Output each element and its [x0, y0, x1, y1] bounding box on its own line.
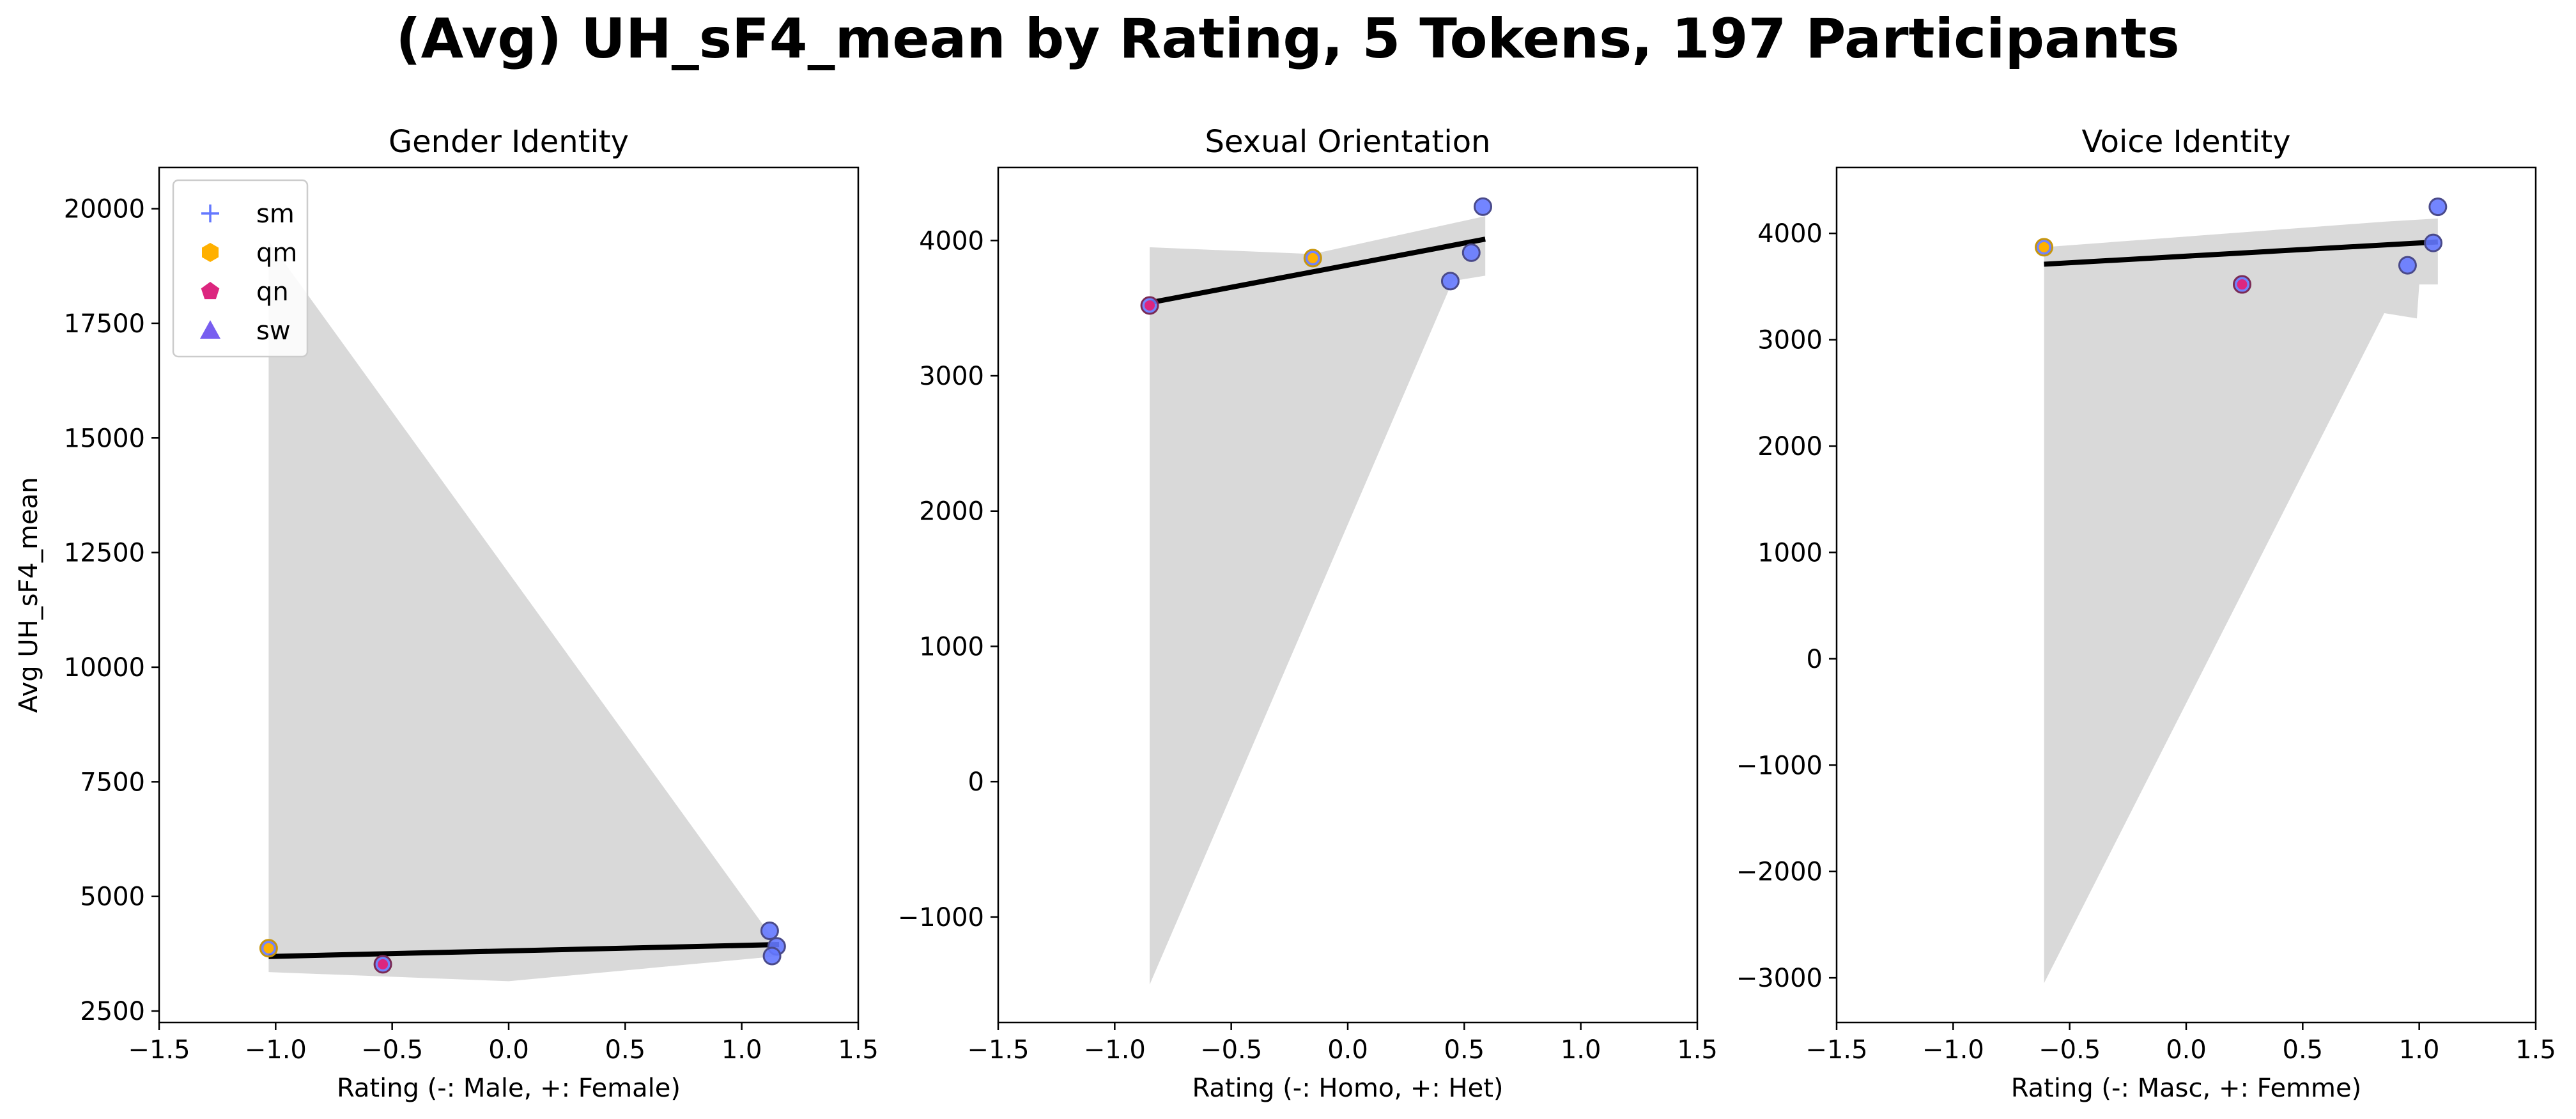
panels: −1.5 −1.0 −0.5 0.0 0.5 1.0 1.5 2500 5000 7500 1000…	[14, 124, 2556, 1103]
x-tick-label: −1.5	[1805, 1035, 1867, 1065]
x-tick-label: 0.5	[2283, 1035, 2324, 1065]
x-tick-label: 1.5	[838, 1035, 879, 1065]
y-tick-label: 7500	[80, 768, 145, 797]
data-point-qm-inner	[2039, 242, 2049, 252]
x-tick-label: −0.5	[361, 1035, 423, 1065]
y-tick-label: 5000	[80, 883, 145, 912]
x-tick-label: 0.5	[605, 1035, 646, 1065]
y-tick-label: 3000	[1757, 326, 1823, 355]
x-tick-label: −1.0	[1922, 1035, 1984, 1065]
x-tick-label: 1.0	[1561, 1035, 1601, 1065]
x-tick-label: −0.5	[2039, 1035, 2101, 1065]
y-tick-label: 0	[968, 768, 984, 797]
data-point-sm	[2428, 197, 2448, 217]
figure-title: (Avg) UH_sF4_mean by Rating, 5 Tokens, 1…	[396, 7, 2179, 71]
data-point-sw	[1462, 243, 1481, 262]
legend-marker-sw	[200, 320, 220, 339]
data-point-qm-inner	[263, 943, 274, 953]
y-tick-label: −3000	[1736, 964, 1823, 993]
legend-label: sw	[256, 316, 291, 346]
regression-line	[2044, 239, 2439, 267]
y-tick-label: 12500	[64, 539, 145, 568]
y-tick-label: 15000	[64, 424, 145, 453]
y-tick-label: 4000	[919, 226, 984, 256]
panel-2: −1.5 −1.0 −0.5 0.0 0.5 1.0 1.5 −1000 0 1000 2000 30…	[898, 124, 1718, 1103]
confidence-band	[268, 240, 779, 982]
confidence-band	[1150, 216, 1486, 985]
x-tick-label: −1.0	[1084, 1035, 1146, 1065]
y-axis-label: Avg UH_sF4_mean	[14, 477, 43, 713]
x-tick-label: −0.5	[1200, 1035, 1262, 1065]
y-tick-label: −1000	[1736, 751, 1823, 780]
panel-3: −1.5 −1.0 −0.5 0.0 0.5 1.0 1.5 −3000 −2000 −1000 0…	[1736, 124, 2556, 1103]
data-point-qn-inner	[1145, 300, 1155, 311]
legend-marker-sm	[201, 205, 219, 222]
x-tick-label: 0.0	[1327, 1035, 1368, 1065]
legend-marker-qm	[202, 243, 219, 262]
panel-title: Voice Identity	[2082, 124, 2291, 160]
panel-title: Gender Identity	[389, 124, 629, 160]
x-tick-label: 1.5	[1677, 1035, 1718, 1065]
legend-frame	[172, 179, 309, 358]
data-point-sm	[760, 922, 779, 941]
legend-marker-qn	[201, 282, 220, 300]
y-tick-label: 0	[1807, 645, 1823, 674]
data-point-sw	[762, 946, 782, 966]
x-tick-label: 0.5	[1444, 1035, 1485, 1065]
x-axis-label: Rating (-: Male, +: Female)	[337, 1074, 681, 1103]
x-tick-label: 1.0	[721, 1035, 762, 1065]
data-point-qm-inner	[1307, 252, 1318, 263]
x-axis-label: Rating (-: Masc, +: Femme)	[2011, 1074, 2361, 1103]
panel-title: Sexual Orientation	[1205, 124, 1491, 160]
data-point-sw	[1440, 272, 1460, 291]
legend: sm qm qn sw	[172, 179, 309, 358]
x-tick-label: 1.0	[2399, 1035, 2440, 1065]
x-axis-label: Rating (-: Homo, +: Het)	[1192, 1074, 1503, 1103]
y-tick-label: 2000	[1757, 432, 1823, 461]
data-point-qn-inner	[2237, 279, 2248, 290]
x-tick-label: 0.0	[2166, 1035, 2207, 1065]
x-tick-label: −1.5	[128, 1035, 190, 1065]
y-tick-label: 4000	[1757, 219, 1823, 249]
y-tick-label: 17500	[64, 309, 145, 339]
y-tick-label: 3000	[919, 362, 984, 391]
y-tick-label: 10000	[64, 653, 145, 683]
x-tick-label: −1.5	[967, 1035, 1029, 1065]
y-tick-label: 2500	[80, 997, 145, 1026]
legend-label: sm	[256, 199, 295, 229]
x-tick-label: 0.0	[488, 1035, 529, 1065]
y-tick-label: 1000	[919, 632, 984, 661]
data-point-qn-inner	[378, 959, 389, 969]
x-tick-label: 1.5	[2515, 1035, 2556, 1065]
x-tick-label: −1.0	[245, 1035, 307, 1065]
data-point-sw	[2398, 256, 2417, 275]
panel-1: −1.5 −1.0 −0.5 0.0 0.5 1.0 1.5 2500 5000 7500 1000…	[14, 124, 879, 1103]
confidence-band	[2044, 218, 2438, 984]
legend-label: qn	[256, 277, 289, 307]
y-tick-label: 1000	[1757, 538, 1823, 567]
data-point-sm	[1474, 197, 1493, 216]
y-tick-label: −1000	[898, 903, 984, 932]
legend-label: qm	[256, 238, 297, 268]
y-tick-label: 20000	[64, 195, 145, 224]
y-tick-label: −2000	[1736, 858, 1823, 887]
regression-line	[1149, 236, 1486, 305]
data-point-sw	[2424, 233, 2443, 252]
y-tick-label: 2000	[919, 497, 984, 527]
regression-line	[268, 942, 780, 959]
